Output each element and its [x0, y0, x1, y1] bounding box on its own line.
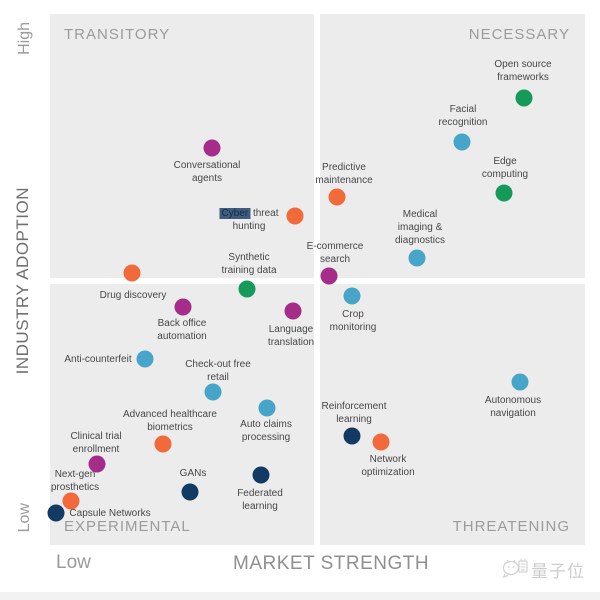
quadrant-bottom-right-panel — [320, 284, 585, 545]
data-point-auto-claims-processing — [258, 399, 276, 417]
x-axis-low-label: Low — [56, 552, 91, 573]
data-point-label-medical-imaging-diagnostics: Medical imaging & diagnostics — [394, 209, 446, 246]
data-point-facial-recognition — [453, 133, 471, 151]
data-point-label-anti-counterfeit: Anti-counterfeit — [64, 354, 132, 365]
data-point-open-source-frameworks — [515, 89, 533, 107]
data-point-capsule-networks — [47, 504, 65, 522]
y-axis-title: INDUSTRY ADOPTION — [13, 187, 32, 375]
data-point-clinical-trial-enrollment — [88, 455, 106, 473]
data-point-label-federated-learning: Federated learning — [237, 488, 283, 512]
data-point-network-optimization — [372, 433, 390, 451]
data-point-check-out-free-retail — [204, 383, 222, 401]
data-point-label-back-office-automation: Back office automation — [157, 318, 207, 342]
data-point-label-drug-discovery: Drug discovery — [99, 290, 167, 301]
data-point-label-conversational-agents: Conversational agents — [173, 160, 241, 184]
x-axis-title: MARKET STRENGTH — [233, 553, 430, 574]
qbitai-face-icon — [502, 556, 528, 583]
data-point-label-capsule-networks: Capsule Networks — [69, 508, 151, 519]
data-point-label-autonomous-navigation: Autonomous navigation — [484, 395, 542, 419]
quadrant-top-left-panel — [50, 14, 314, 278]
data-point-label-edge-computing: Edge computing — [481, 156, 529, 180]
data-point-gans — [181, 483, 199, 501]
data-point-label-network-optimization: Network optimization — [361, 454, 415, 478]
data-point-synthetic-training-data — [238, 280, 256, 298]
data-point-advanced-healthcare-biometrics — [154, 435, 172, 453]
data-point-next-gen-prosthetics — [62, 492, 80, 510]
data-point-label-open-source-frameworks: Open source frameworks — [494, 59, 552, 83]
data-point-crop-monitoring — [343, 287, 361, 305]
quadrant-top-right-panel — [320, 14, 585, 278]
data-point-label-language-translation: Language translation — [267, 324, 315, 348]
y-axis-high-label: High — [16, 22, 33, 55]
data-point-autonomous-navigation — [511, 373, 529, 391]
data-point-reinforcement-learning — [343, 427, 361, 445]
data-point-federated-learning — [252, 466, 270, 484]
data-point-e-commerce-search — [320, 267, 338, 285]
data-point-drug-discovery — [123, 264, 141, 282]
data-point-label-reinforcement-learning: Reinforcement learning — [321, 401, 387, 425]
y-axis-low-label: Low — [16, 503, 33, 533]
data-point-label-synthetic-training-data: Synthetic training data — [221, 252, 277, 276]
data-point-medical-imaging-diagnostics — [408, 249, 426, 267]
data-point-anti-counterfeit — [136, 350, 154, 368]
data-point-label-facial-recognition: Facial recognition — [438, 104, 488, 128]
data-point-back-office-automation — [174, 298, 192, 316]
qbitai-watermark-text: 量子位 — [531, 562, 585, 581]
data-point-label-predictive-maintenance: Predictive maintenance — [315, 162, 373, 186]
data-point-label-gans: GANs — [179, 468, 207, 479]
page-edge-strip — [0, 592, 600, 600]
data-point-label-check-out-free-retail: Check-out free retail — [185, 359, 251, 383]
quadrant-label-necessary: NECESSARY — [468, 26, 570, 43]
data-point-predictive-maintenance — [328, 188, 346, 206]
data-point-label-e-commerce-search: E-commerce search — [306, 241, 364, 265]
data-point-edge-computing — [495, 184, 513, 202]
quadrant-label-experimental: EXPERIMENTAL — [64, 518, 191, 535]
data-point-conversational-agents — [203, 139, 221, 157]
data-point-label-advanced-healthcare-biometrics: Advanced healthcare biometrics — [123, 409, 217, 433]
data-point-label-crop-monitoring: Crop monitoring — [329, 309, 377, 333]
data-point-language-translation — [284, 302, 302, 320]
data-point-label-cyber-threat-hunting: Cyber threat hunting — [219, 208, 279, 232]
quadrant-label-transitory: TRANSITORY — [64, 26, 171, 43]
highlighted-word: Cyber — [219, 208, 251, 219]
data-point-cyber-threat-hunting — [286, 207, 304, 225]
qbitai-watermark: 量子位 — [502, 556, 585, 583]
data-point-label-auto-claims-processing: Auto claims processing — [240, 419, 292, 443]
quadrant-label-threatening: THREATENING — [452, 518, 570, 535]
data-point-label-clinical-trial-enrollment: Clinical trial enrollment — [70, 431, 122, 455]
data-point-label-next-gen-prosthetics: Next-gen prosthetics — [50, 469, 100, 493]
